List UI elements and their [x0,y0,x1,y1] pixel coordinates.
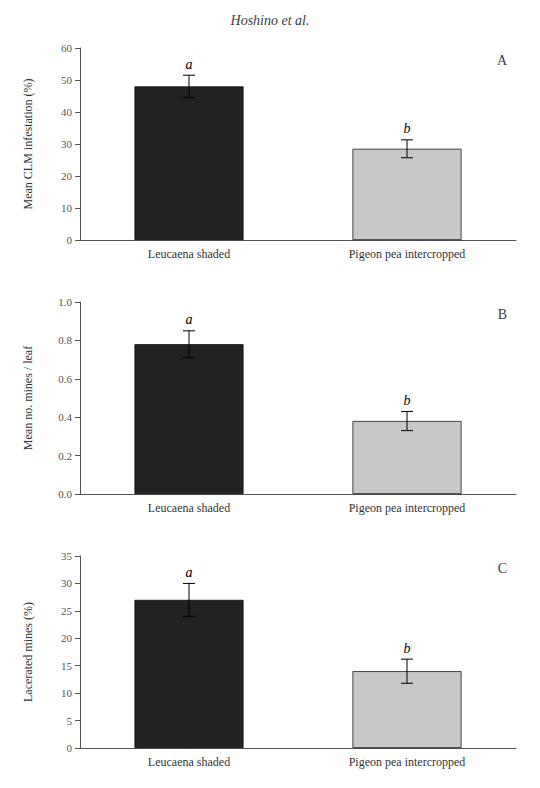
svg-text:b: b [404,393,411,408]
svg-text:0.8: 0.8 [58,334,72,346]
svg-text:Mean no. mines / leaf: Mean no. mines / leaf [21,346,35,450]
svg-text:20: 20 [61,632,73,644]
svg-text:35: 35 [61,550,73,562]
svg-text:Pigeon pea intercropped: Pigeon pea intercropped [349,247,466,261]
svg-text:10: 10 [61,202,73,214]
svg-text:a: a [186,565,193,580]
svg-text:30: 30 [61,138,73,150]
svg-text:60: 60 [61,42,73,54]
svg-text:50: 50 [61,74,73,86]
svg-text:20: 20 [61,170,73,182]
svg-text:0.4: 0.4 [58,411,72,423]
svg-text:B: B [498,307,507,322]
svg-text:Hoshino et al.: Hoshino et al. [230,13,310,28]
svg-text:Lacerated mines (%): Lacerated mines (%) [21,602,35,702]
svg-text:10: 10 [61,687,73,699]
svg-text:0.2: 0.2 [58,450,72,462]
svg-text:Leucaena shaded: Leucaena shaded [148,247,230,261]
svg-text:C: C [498,561,507,576]
svg-text:0: 0 [67,234,73,246]
svg-text:b: b [404,641,411,656]
svg-text:Leucaena shaded: Leucaena shaded [148,501,230,515]
svg-text:Leucaena shaded: Leucaena shaded [148,755,230,769]
svg-text:a: a [186,57,193,72]
svg-text:Pigeon pea intercropped: Pigeon pea intercropped [349,501,466,515]
svg-text:0.0: 0.0 [58,488,72,500]
svg-text:0: 0 [67,742,73,754]
svg-text:A: A [497,53,508,68]
svg-text:40: 40 [61,106,73,118]
svg-text:0.6: 0.6 [58,373,72,385]
svg-text:5: 5 [67,715,73,727]
svg-text:30: 30 [61,577,73,589]
svg-text:Mean CLM infestation (%): Mean CLM infestation (%) [21,79,35,210]
svg-text:1.0: 1.0 [58,296,72,308]
svg-text:a: a [186,312,193,327]
svg-text:b: b [404,121,411,136]
svg-text:15: 15 [61,660,73,672]
svg-text:Pigeon pea intercropped: Pigeon pea intercropped [349,755,466,769]
svg-text:25: 25 [61,605,73,617]
